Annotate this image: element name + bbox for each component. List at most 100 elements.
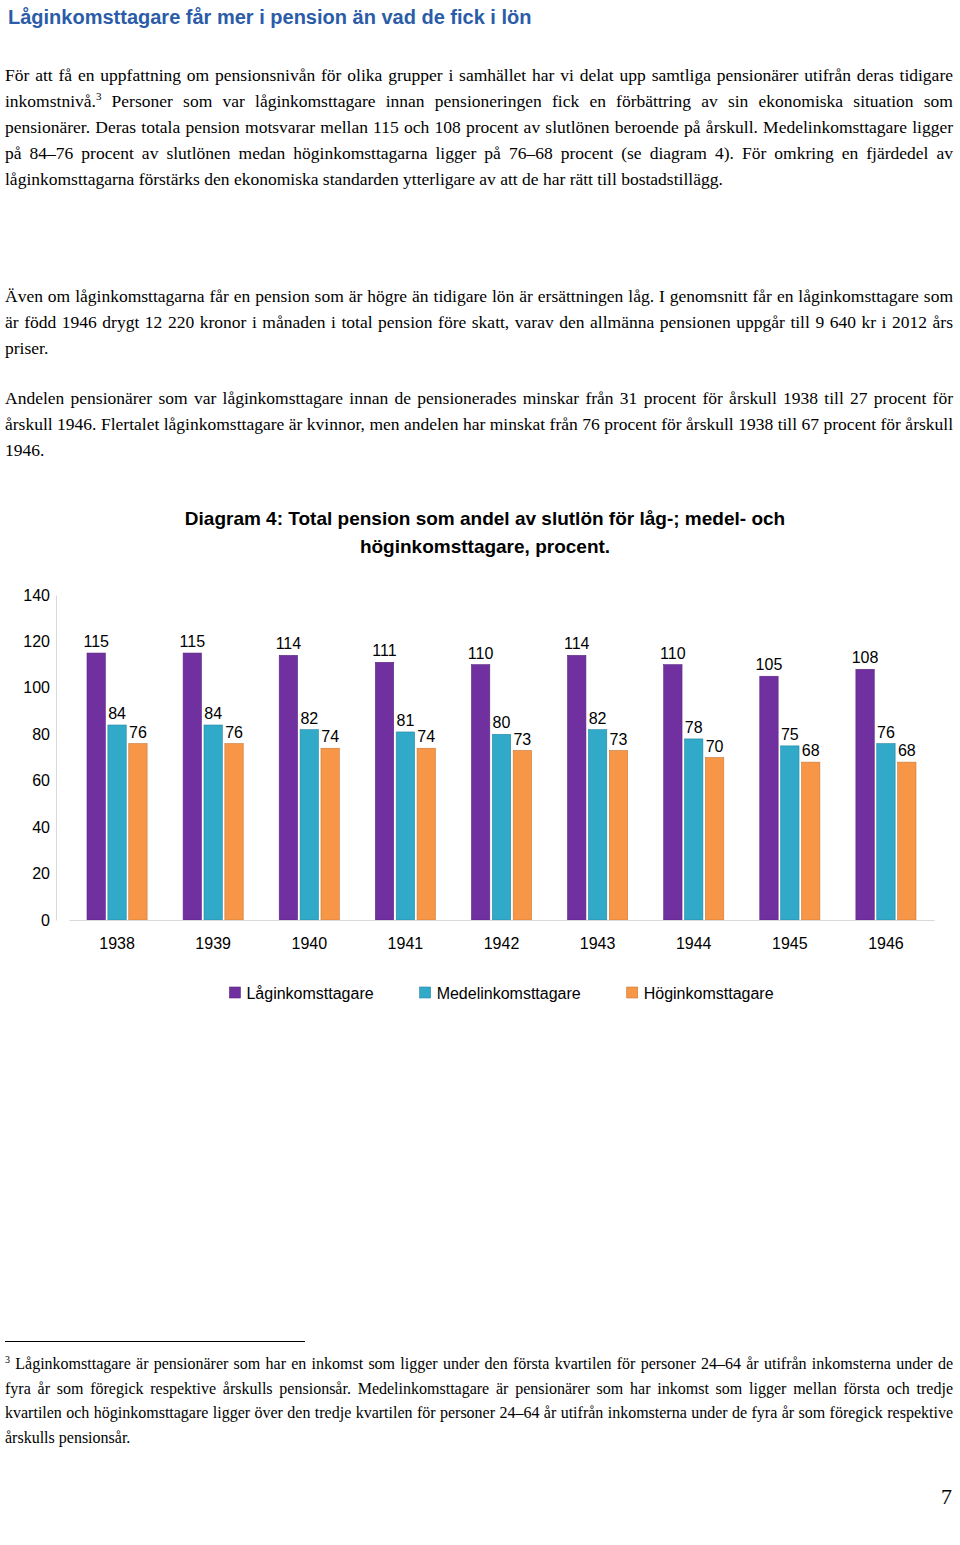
data-label: 84 [204, 705, 222, 722]
data-label: 115 [83, 633, 109, 650]
x-tick: 1945 [772, 920, 808, 952]
y-tick: 140 [23, 587, 56, 604]
y-tick-label: 140 [23, 587, 50, 604]
legend-swatch [229, 987, 240, 998]
x-tick-label: 1942 [484, 935, 520, 952]
bar [492, 734, 510, 920]
data-label: 82 [300, 710, 318, 727]
x-axis: 1938 1939 1940 1941 1942 1943 1944 1945 1946 [70, 920, 935, 952]
y-tick-label: 80 [32, 726, 50, 743]
x-tick: 1946 [868, 920, 904, 952]
bar [108, 725, 126, 920]
bar [760, 676, 778, 920]
data-label: 74 [321, 728, 339, 745]
bar [300, 730, 318, 920]
x-tick: 1939 [195, 920, 231, 952]
x-tick-label: 1944 [676, 935, 712, 952]
bar [321, 748, 339, 920]
bar [898, 762, 916, 920]
data-label: 114 [564, 635, 590, 652]
legend-item: Medelinkomsttagare [420, 985, 581, 1002]
bar [664, 665, 682, 920]
x-tick: 1944 [676, 920, 712, 952]
data-label: 68 [802, 742, 820, 759]
y-tick-label: 20 [32, 865, 50, 882]
footnote-ref: 3 [5, 1354, 10, 1365]
bar [471, 665, 489, 920]
x-tick-label: 1943 [580, 935, 616, 952]
chart-title: Diagram 4: Total pension som andel av sl… [120, 505, 850, 561]
x-tick-label: 1946 [868, 935, 904, 952]
bar [375, 662, 393, 920]
bar [129, 744, 147, 920]
data-label: 84 [108, 705, 126, 722]
data-label: 108 [852, 649, 879, 666]
y-tick: 120 [23, 633, 56, 650]
y-tick: 80 [32, 726, 56, 743]
bar [802, 762, 820, 920]
data-label: 81 [396, 712, 414, 729]
data-label: 82 [589, 710, 607, 727]
text-run: Låginkomsttagare är pensionärer som har … [5, 1355, 953, 1446]
data-label: 76 [225, 724, 243, 741]
bar [705, 758, 723, 921]
x-axis-line [70, 920, 935, 921]
legend-swatch [420, 987, 431, 998]
x-tick-label: 1945 [772, 935, 808, 952]
bar [781, 746, 799, 920]
footnote-rule [5, 1341, 305, 1342]
data-label: 75 [781, 726, 799, 743]
legend-label: Medelinkomsttagare [437, 985, 581, 1002]
data-label: 110 [468, 645, 494, 662]
text-run: Andelen pensionärer som var låginkomstta… [5, 388, 953, 460]
bar [588, 730, 606, 920]
y-tick: 0 [41, 912, 56, 929]
x-tick: 1943 [580, 920, 616, 952]
data-label: 111 [372, 642, 396, 659]
text-run: Även om låginkomsttagarna får en pension… [5, 286, 953, 358]
x-tick-label: 1940 [291, 935, 327, 952]
bar [225, 744, 243, 920]
data-label: 76 [877, 724, 895, 741]
x-tick-label: 1941 [388, 935, 424, 952]
text-run: Personer som var låginkomsttagare innan … [5, 91, 953, 189]
data-label: 114 [276, 635, 302, 652]
paragraph: Andelen pensionärer som var låginkomstta… [5, 385, 953, 463]
data-labels: 1151151141111101141101051088484828180827… [83, 633, 915, 759]
bar [609, 751, 627, 920]
data-label: 70 [706, 738, 724, 755]
bar [685, 739, 703, 920]
y-tick-label: 100 [23, 679, 50, 696]
data-label: 78 [685, 719, 703, 736]
y-axis-line [56, 596, 57, 921]
y-tick: 60 [32, 772, 56, 789]
y-axis: 0 20 40 60 80 100 120 140 [23, 587, 56, 929]
bar [513, 751, 531, 920]
y-tick-label: 40 [32, 819, 50, 836]
bar [279, 655, 297, 920]
footnote-ref: 3 [96, 90, 102, 102]
legend-label: Höginkomsttagare [644, 985, 774, 1002]
y-tick-label: 120 [23, 633, 50, 650]
page-number: 7 [941, 1484, 952, 1510]
bars [87, 653, 916, 920]
data-label: 73 [513, 731, 531, 748]
data-label: 80 [493, 714, 511, 731]
bar [204, 725, 222, 920]
x-tick-label: 1939 [195, 935, 231, 952]
y-tick: 100 [23, 679, 56, 696]
x-tick-label: 1938 [99, 935, 135, 952]
data-label: 73 [610, 731, 628, 748]
y-tick: 40 [32, 819, 56, 836]
bar [87, 653, 105, 920]
legend-swatch [627, 987, 638, 998]
bar [396, 732, 414, 920]
legend: LåginkomsttagareMedelinkomsttagareHögink… [229, 985, 773, 1002]
paragraph: För att få en uppfattning om pensionsniv… [5, 62, 953, 192]
paragraph: Även om låginkomsttagarna får en pension… [5, 283, 953, 361]
bar [877, 744, 895, 920]
data-label: 115 [180, 633, 206, 650]
doc-title: Låginkomsttagare får mer i pension än va… [8, 6, 531, 29]
data-label: 76 [129, 724, 147, 741]
x-tick: 1942 [484, 920, 520, 952]
